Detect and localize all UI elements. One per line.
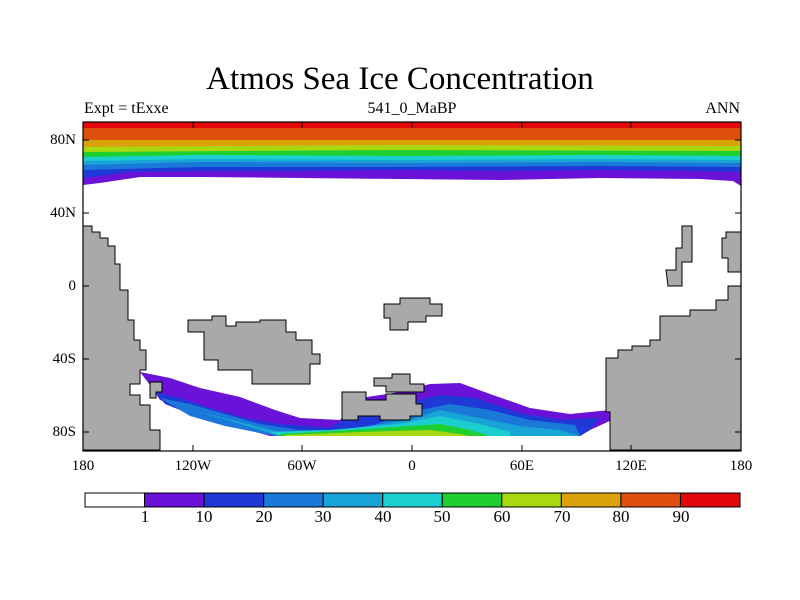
season-label: ANN: [705, 100, 740, 117]
lat-label-40s: 40S: [52, 351, 76, 367]
colorbar-label-50: 50: [433, 507, 451, 526]
lon-label-0: 0: [408, 458, 416, 474]
land-masses: [82, 225, 742, 451]
lon-label-120e: 120E: [615, 458, 647, 474]
colorbar-swatch-6: [441, 492, 503, 508]
colorbar-swatch-9: [620, 492, 681, 508]
lon-label-60e: 60E: [509, 458, 535, 474]
continent-antarctic-peninsula: [149, 381, 163, 399]
colorbar-swatch-4: [322, 492, 384, 508]
colorbar-label-70: 70: [553, 507, 571, 526]
lon-label-180e: 180: [729, 458, 753, 474]
colorbar-label-40: 40: [374, 507, 392, 526]
continent-east-block: [187, 315, 321, 385]
colorbar-label-80: 80: [612, 507, 630, 526]
continent-small-ridge: [373, 373, 425, 393]
colorbar: [84, 492, 741, 508]
colorbar-swatch-8: [560, 492, 622, 508]
lon-label-120w: 120W: [174, 458, 212, 474]
colorbar-swatch-0: [84, 492, 146, 508]
antarctic-band-60: [285, 430, 470, 436]
lat-label-80s: 80S: [52, 424, 76, 440]
lat-label-0: 0: [68, 278, 77, 294]
axis-ticks: [82, 122, 742, 451]
colorbar-label-20: 20: [255, 507, 273, 526]
lat-label-80n: 80N: [50, 132, 76, 148]
colorbar-label-10: 10: [195, 507, 213, 526]
colorbar-swatch-5: [382, 492, 443, 508]
lon-label-60w: 60W: [287, 458, 317, 474]
colorbar-swatch-1: [144, 492, 205, 508]
time-label: 541_0_MaBP: [367, 100, 457, 117]
colorbar-swatch-7: [501, 492, 562, 508]
colorbar-label-1: 1: [140, 507, 150, 526]
continent-east-southern: [605, 285, 742, 451]
colorbar-label-90: 90: [672, 507, 690, 526]
colorbar-label-30: 30: [314, 507, 332, 526]
continent-east-spine: [665, 225, 693, 287]
colorbar-swatch-3: [263, 492, 324, 508]
colorbar-swatch-2: [203, 492, 265, 508]
colorbar-swatch-10: [679, 492, 741, 508]
arctic-sea-ice: [83, 122, 741, 186]
colorbar-label-60: 60: [493, 507, 511, 526]
chart-title: Atmos Sea Ice Concentration: [206, 61, 594, 97]
experiment-label: Expt = tExxe: [84, 100, 169, 117]
lon-label-180w: 180: [71, 458, 95, 474]
continent-americas-west: [82, 225, 161, 451]
continent-small-island: [383, 297, 443, 331]
continent-antarctic-bay: [341, 391, 423, 421]
lat-label-40n: 40N: [50, 205, 76, 221]
map-area: [82, 121, 742, 452]
